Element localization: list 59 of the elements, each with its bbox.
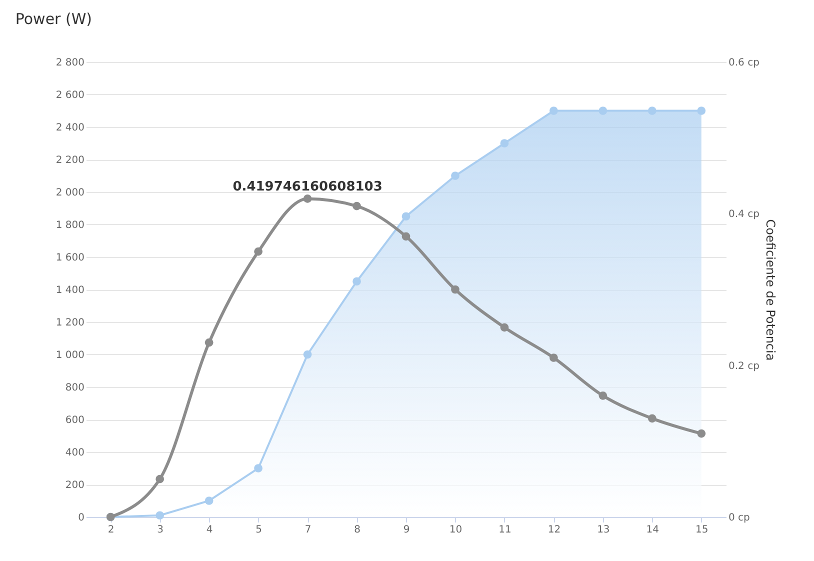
point [402,212,410,221]
point [402,232,410,241]
y-tick-label: 2 400 [56,122,84,134]
y-tick-label: 1 600 [56,252,84,264]
point [500,323,509,332]
point [303,350,312,359]
y2-axis-title: Coeficiente de Potencia [763,219,778,361]
x-tick-label: 15 [696,524,708,536]
y-tick-label: 2 800 [56,58,84,68]
point [500,139,509,148]
y-tick-label: 2 200 [56,155,84,166]
point [697,106,706,115]
point [451,285,460,294]
y-tick-label: 1 800 [56,220,84,231]
point [550,354,558,362]
y-tick-label: 2 000 [56,188,84,198]
point [254,247,262,256]
chart-title: Power (W) [15,10,92,28]
y-tick-label: 1 000 [56,350,84,361]
y-tick-label: 200 [65,480,84,491]
y-tick-label: 0 [78,512,84,524]
x-tick-label: 2 [108,524,114,536]
point [254,464,262,472]
y-tick-label: 1 200 [56,318,84,328]
x-tick-label: 11 [498,524,512,536]
y-tick-label: 1 400 [56,285,84,296]
x-tick-label: 7 [304,524,312,536]
point [303,194,312,203]
point [156,474,164,484]
x-tick-label: 13 [597,524,610,536]
y2-tick-label: 0.4 cp [728,209,760,220]
x-tick-label: 12 [548,524,561,536]
point [451,172,460,180]
point [598,106,608,115]
point [204,496,214,505]
y-tick-label: 600 [65,415,84,426]
y-tick-label: 400 [65,448,84,458]
point [598,391,608,400]
point [352,202,361,210]
x-tick-label: 3 [157,524,164,536]
point [352,277,361,286]
point [156,511,164,520]
x-tick-label: 4 [206,524,213,536]
point [648,106,656,115]
point [550,106,558,115]
x-tick-label: 10 [449,524,462,536]
x-tick-label: 8 [354,524,360,536]
x-tick-label: 14 [646,524,660,536]
point [204,338,214,347]
y2-tick-label: 0 cp [728,512,750,524]
x-tick-label: 9 [403,524,410,536]
annotation: 0.419746160608103 [232,180,382,195]
y-tick-label: 2 600 [56,90,84,101]
y2-tick-label: 0.6 cp [728,58,760,68]
y-tick-label: 800 [65,382,84,394]
y2-tick-label: 0.2 cp [728,360,760,372]
x-tick-label: 5 [256,524,262,536]
point [648,414,656,423]
point [697,429,706,438]
